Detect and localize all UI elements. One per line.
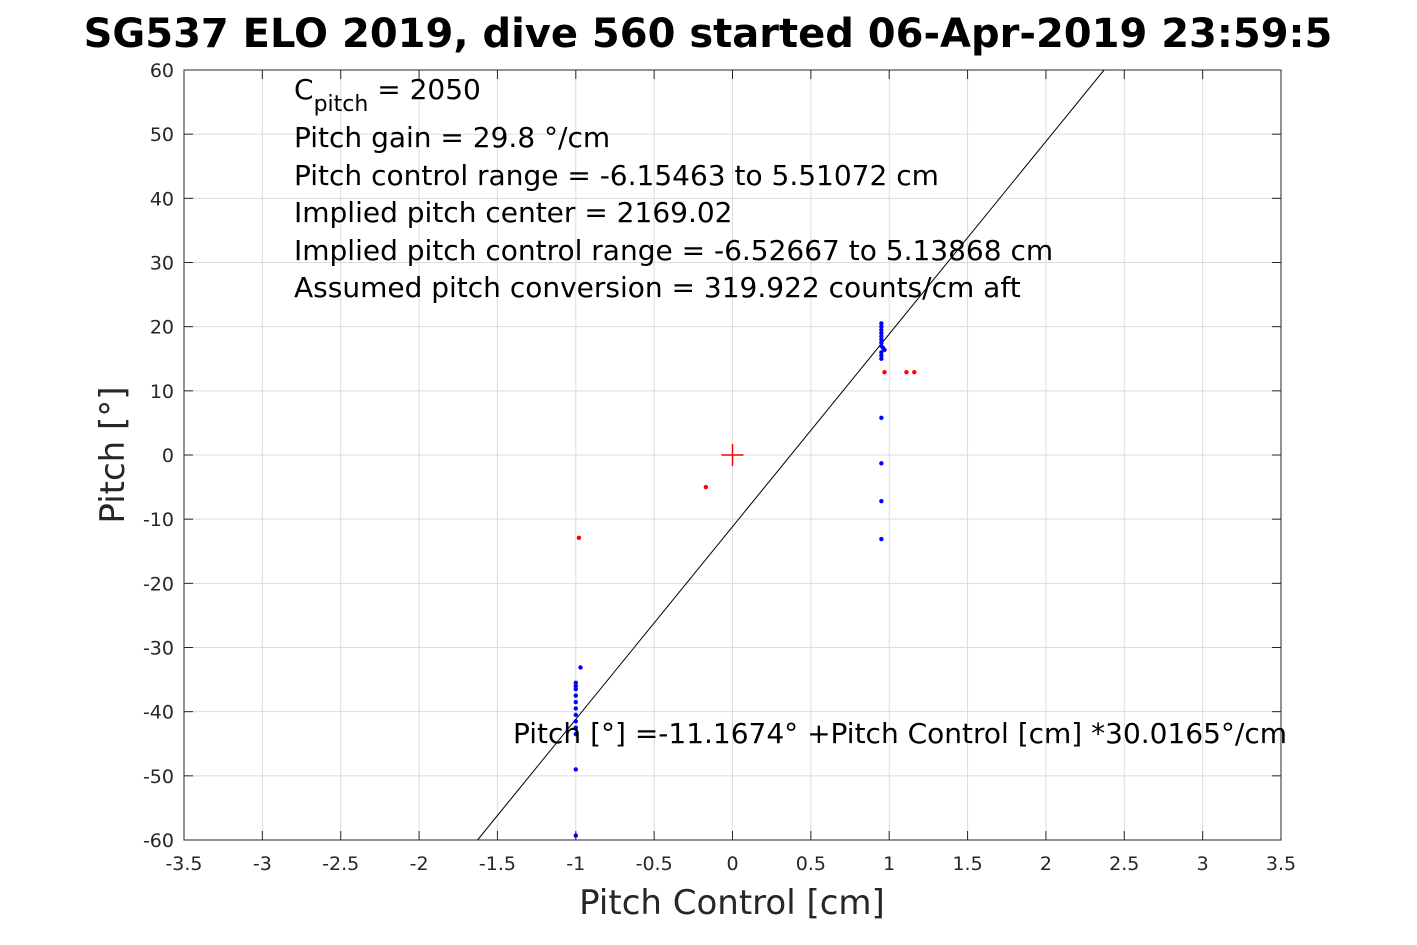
data-point [703, 484, 709, 490]
data-point [879, 330, 884, 336]
annotation-cpitch-symbol: C [294, 73, 314, 106]
data-point [573, 680, 578, 685]
data-point [573, 719, 578, 724]
annotation-pitch-gain: Pitch gain = 29.8 °/cm [294, 121, 610, 154]
data-point [573, 833, 578, 838]
data-point [879, 327, 884, 333]
data-point [573, 767, 578, 772]
x-tick-label: -1.5 [479, 853, 516, 875]
data-point [576, 535, 582, 540]
y-tick-label: -60 [143, 830, 174, 852]
x-tick-label: -2 [410, 853, 429, 875]
y-tick-label: 40 [150, 188, 174, 210]
annotation-block: Cpitch = 2050 Pitch gain = 29.8 °/cm Pit… [294, 73, 1053, 304]
chart-title: SG537 ELO 2019, dive 560 started 06-Apr-… [84, 11, 1333, 57]
data-point [573, 706, 578, 711]
x-tick-label: -0.5 [636, 853, 673, 875]
data-point [882, 347, 887, 352]
y-tick-label: 30 [150, 253, 174, 275]
x-tick-label: 0.5 [796, 853, 826, 875]
y-tick-label: -10 [143, 509, 174, 531]
y-tick-label: 10 [150, 381, 174, 403]
axis-ticks [183, 69, 1282, 841]
annotation-assumed-pitch-conversion: Assumed pitch conversion = 319.922 count… [294, 271, 1021, 304]
fit-equation-label: Pitch [°] =-11.1674° +Pitch Control [cm]… [513, 717, 1287, 750]
annotation-cpitch: Cpitch = 2050 [294, 73, 481, 117]
x-tick-label: -3 [253, 853, 272, 875]
y-tick-label: -50 [143, 766, 174, 788]
data-point [879, 536, 884, 542]
fit-line [477, 69, 1105, 841]
x-tick-label: -3.5 [165, 853, 202, 875]
x-tick-label: 1 [883, 853, 895, 875]
data-point [882, 370, 887, 375]
y-tick-label: 0 [162, 445, 174, 467]
y-axis-label: Pitch [°] [93, 386, 133, 523]
y-tick-label: -20 [143, 573, 174, 595]
y-tick-label: -40 [143, 702, 174, 724]
grid-lines [184, 70, 1281, 840]
annotation-cpitch-value: = 2050 [368, 73, 481, 106]
data-point [573, 687, 578, 692]
y-tick-label: -30 [143, 638, 174, 660]
data-point [879, 353, 884, 358]
data-point [879, 350, 884, 355]
x-tick-label: 2 [1040, 853, 1052, 875]
data-point [879, 324, 884, 329]
data-point [879, 461, 884, 466]
y-tick-label: 20 [150, 317, 174, 339]
data-point [879, 415, 884, 420]
center-marker [721, 444, 744, 466]
y-tick-labels: -60 -50 -40 -30 -20 -10 0 10 20 30 40 50 60 [143, 60, 174, 852]
annotation-pitch-control-range: Pitch control range = -6.15463 to 5.5107… [294, 159, 939, 192]
x-tick-label: 1.5 [952, 853, 982, 875]
data-point [573, 731, 578, 737]
y-tick-label: 50 [150, 124, 174, 146]
data-point [578, 665, 583, 670]
data-point [879, 340, 884, 345]
x-tick-label: 3.5 [1266, 853, 1296, 875]
data-point [573, 699, 578, 705]
data-point [879, 321, 884, 326]
annotation-cpitch-subscript: pitch [314, 92, 369, 117]
x-tick-labels: -3.5 -3 -2.5 -2 -1.5 -1 -0.5 0 0.5 1 1.5 2 2.5 3 3.5 [165, 853, 1296, 875]
y-tick-label: 60 [150, 60, 174, 82]
data-point [573, 712, 578, 718]
x-tick-label: 3 [1197, 853, 1209, 875]
data-point [879, 356, 884, 361]
data-point [904, 370, 909, 375]
annotation-implied-pitch-center: Implied pitch center = 2169.02 [294, 196, 732, 229]
data-point [879, 499, 884, 504]
x-axis-label: Pitch Control [cm] [579, 883, 885, 923]
x-tick-label: -1 [566, 853, 585, 875]
data-point [573, 725, 578, 730]
data-points [573, 321, 917, 838]
x-tick-label: 2.5 [1109, 853, 1139, 875]
data-point [879, 337, 884, 342]
data-point [573, 683, 578, 689]
x-tick-label: -2.5 [322, 853, 359, 875]
data-point [879, 334, 884, 339]
data-point [912, 370, 917, 375]
x-tick-label: 0 [726, 853, 738, 875]
data-point [573, 693, 578, 698]
annotation-implied-pitch-control-range: Implied pitch control range = -6.52667 t… [294, 234, 1053, 267]
